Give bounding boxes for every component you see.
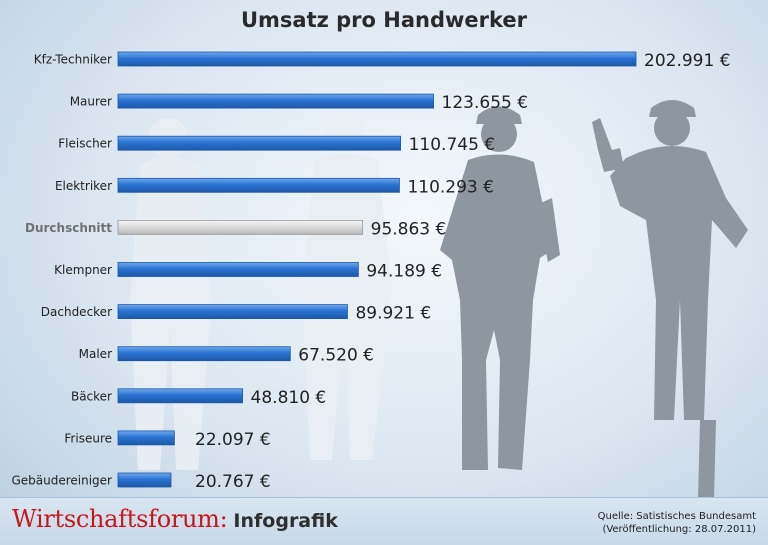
value-label: 202.991 € [644,51,731,71]
value-label: 110.745 € [409,135,496,155]
bar-6 [117,304,348,320]
bar-4 [117,219,364,235]
footer: Wirtschaftsforum: Infografik Quelle: Sati… [0,497,768,545]
brand-name: Wirtschaftsforum: [12,505,228,533]
source-line: Quelle: Satistisches Bundesamt [597,511,756,522]
value-label: 89.921 € [355,304,431,324]
category-label: Dachdecker [41,305,112,319]
brand-subtitle: Infografik [233,510,338,532]
category-label: Gebäudereiniger [11,474,112,488]
value-label: 94.189 € [366,262,442,282]
value-label: 110.293 € [407,177,494,197]
category-label: Fleischer [58,137,112,151]
value-label: 123.655 € [442,93,529,113]
category-label: Durchschnitt [25,221,112,235]
value-label: 95.863 € [371,219,447,239]
bar-2 [117,135,402,151]
category-label: Kfz-Techniker [34,53,112,67]
category-label: Klempner [54,263,112,277]
bar-9 [117,430,175,446]
bar-7 [117,346,291,362]
brand-logo: Wirtschaftsforum: Infografik [12,505,338,533]
value-label: 22.097 € [195,430,271,450]
chart-title: Umsatz pro Handwerker [240,8,528,32]
bar-10 [117,472,172,488]
value-label: 48.810 € [251,388,327,408]
publication-date: (Veröffentlichung: 28.07.2011) [602,524,756,535]
value-label: 67.520 € [298,346,374,366]
bar-0 [117,51,637,67]
category-label: Maler [79,347,112,361]
bar-5 [117,262,359,277]
category-label: Elektriker [55,179,112,193]
value-label: 20.767 € [195,472,271,492]
bar-8 [117,388,243,404]
bar-1 [117,93,434,109]
bar-3 [117,177,400,193]
category-label: Maurer [70,95,112,109]
source-note: Quelle: Satistisches Bundesamt (Veröffen… [598,510,756,536]
category-label: Bäcker [71,389,112,403]
category-label: Friseure [64,431,112,445]
